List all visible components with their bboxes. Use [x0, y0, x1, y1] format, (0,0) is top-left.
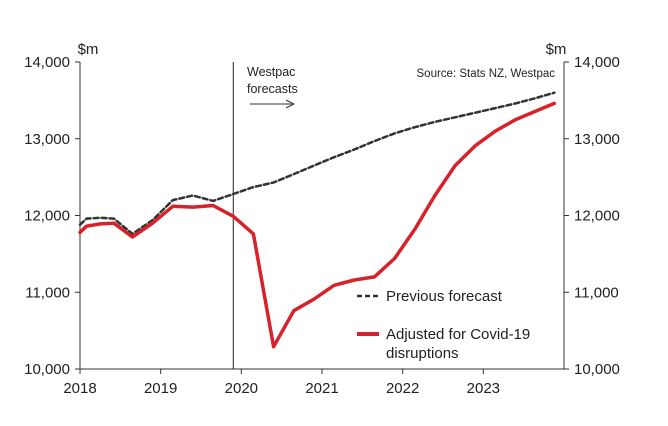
y-tick-label-left: 13,000: [24, 131, 70, 148]
legend-label-adjusted-line-2: disruptions: [386, 345, 459, 362]
tick-labels: 10,000 10,000 11,000 11,000 12,000 12,000 13,0…: [24, 54, 620, 397]
y-tick-label-right: 13,000: [574, 131, 620, 148]
axes: [75, 61, 569, 374]
y-tick-label-right: 12,000: [574, 208, 620, 225]
x-tick-label: 2023: [467, 380, 500, 397]
y-tick-label-left: 14,000: [24, 54, 70, 71]
x-tick-label: 2020: [225, 380, 258, 397]
legend-label-previous-forecast: Previous forecast: [386, 288, 503, 305]
source-note: Source: Stats NZ, Westpac: [417, 68, 556, 80]
series-line-previous-forecast: [78, 91, 556, 236]
forecast-annotation-line-2: forecasts: [247, 82, 298, 96]
x-tick-label: 2022: [386, 380, 419, 397]
left-unit-label: $m: [78, 41, 99, 58]
series-layer: [78, 91, 557, 349]
y-tick-label-right: 14,000: [574, 54, 620, 71]
y-tick-label-right: 11,000: [574, 284, 619, 301]
y-tick-label-left: 12,000: [24, 208, 70, 225]
legend: Previous forecast Adjusted for Covid-19 …: [357, 288, 530, 362]
y-tick-label-right: 10,000: [574, 361, 620, 378]
annotations: $m $m Westpac forecasts Source: Stats NZ…: [78, 41, 567, 109]
x-tick-label: 2018: [63, 380, 96, 397]
x-tick-label: 2021: [305, 380, 338, 397]
y-tick-label-left: 10,000: [24, 361, 70, 378]
x-tick-label: 2019: [144, 380, 177, 397]
legend-label-adjusted-line-1: Adjusted for Covid-19: [386, 326, 530, 343]
series-line-adjusted-covid: [78, 101, 557, 349]
right-unit-label: $m: [546, 41, 567, 58]
forecast-arrow-head: [285, 99, 296, 109]
y-tick-label-left: 11,000: [25, 284, 70, 301]
forecast-annotation-line-1: Westpac: [247, 65, 295, 79]
